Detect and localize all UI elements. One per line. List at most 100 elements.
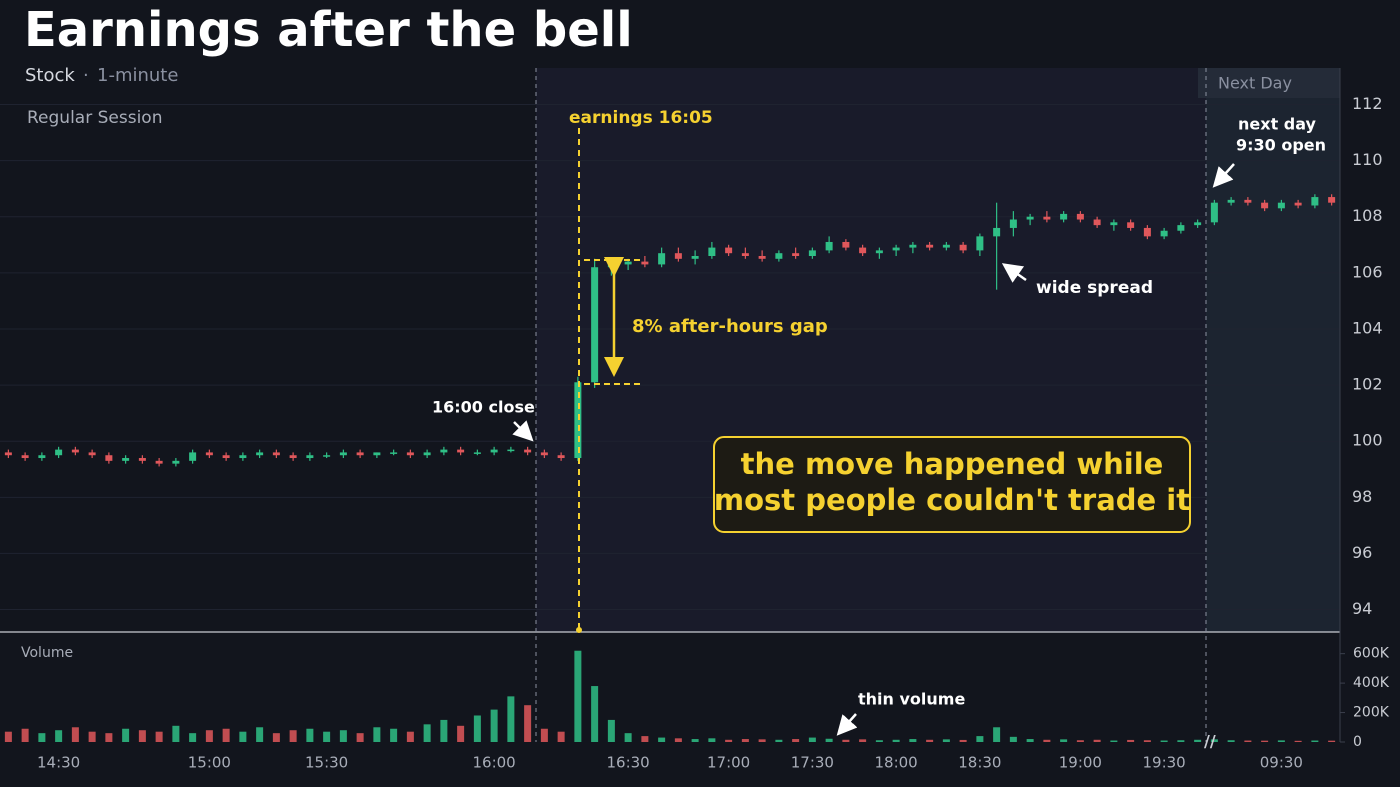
y-tick-label: 110 — [1352, 150, 1383, 169]
volume-bar — [1210, 739, 1218, 742]
volume-bar — [1076, 740, 1084, 742]
candle-body — [942, 244, 950, 248]
candle-body — [55, 449, 63, 456]
volume-bar — [339, 730, 347, 742]
x-tick-label: 19:00 — [1059, 754, 1102, 772]
y-tick-label: 112 — [1352, 94, 1383, 113]
candle-body — [21, 455, 29, 459]
volume-bar — [71, 727, 79, 742]
candle-body — [1093, 219, 1101, 226]
candle-body — [1328, 197, 1336, 203]
x-tick-label: 14:30 — [37, 754, 80, 772]
volume-bar — [4, 731, 12, 742]
candle-body — [222, 455, 230, 459]
region-label: Regular Session — [27, 108, 162, 128]
volume-bar — [959, 739, 967, 742]
candle-body — [71, 449, 79, 453]
x-tick-label: 16:30 — [607, 754, 650, 772]
candle-body — [859, 247, 867, 254]
volume-bar — [591, 686, 599, 742]
candle-body — [440, 449, 448, 453]
volume-bar — [473, 715, 481, 742]
candle-body — [1177, 225, 1185, 231]
annotation: next day — [1238, 115, 1317, 134]
volume-bar — [172, 725, 180, 742]
next-day-region — [1206, 68, 1340, 632]
annotation: 16:00 close — [432, 398, 535, 417]
annotation: earnings 16:05 — [569, 108, 713, 128]
candle-body — [708, 247, 716, 256]
candle-body — [1127, 222, 1135, 228]
x-tick-label: 19:30 — [1143, 754, 1186, 772]
volume-bar — [691, 739, 699, 742]
volume-bar — [875, 740, 883, 742]
candle-body — [574, 382, 582, 459]
candle-body — [38, 455, 46, 459]
candle-body — [591, 267, 599, 383]
volume-bar — [1160, 740, 1168, 742]
volume-bar — [390, 728, 398, 742]
x-tick-label: 15:00 — [188, 754, 231, 772]
volume-bar — [976, 736, 984, 742]
volume-bar — [323, 731, 331, 742]
volume-bar — [1328, 740, 1336, 742]
volume-bar — [557, 731, 565, 742]
candle-body — [105, 455, 113, 461]
region-label: Next Day — [1218, 74, 1292, 93]
candle-body — [289, 455, 297, 459]
volume-bar — [926, 739, 934, 742]
candle-body — [658, 253, 666, 265]
next-day-header — [1198, 68, 1340, 98]
y-tick-label: 102 — [1352, 375, 1383, 394]
volume-bar — [356, 733, 364, 742]
candle-body — [423, 452, 431, 456]
volume-bar — [524, 705, 532, 742]
volume-bar — [38, 733, 46, 742]
candle-body — [641, 261, 649, 265]
volume-bar — [423, 724, 431, 742]
candle-body — [1227, 199, 1235, 203]
candle-body — [1244, 199, 1252, 203]
candle-body — [1261, 202, 1269, 209]
volume-bar — [708, 738, 716, 742]
candle-body — [926, 244, 934, 248]
marks — [4, 194, 1336, 742]
volume-bar — [1177, 740, 1185, 742]
annotation: 9:30 open — [1236, 136, 1326, 155]
volume-bar — [909, 739, 917, 742]
volume-bar — [88, 731, 96, 742]
callout-text: the move happened while — [741, 447, 1164, 481]
volume-bar — [1294, 740, 1302, 742]
y2-tick-label: 600K — [1353, 646, 1390, 662]
volume-bar — [306, 728, 314, 742]
candle-body — [1294, 202, 1302, 206]
volume-bar — [775, 739, 783, 742]
volume-bar — [1127, 739, 1135, 742]
volume-bar — [658, 737, 666, 742]
candle-body — [758, 256, 766, 259]
candle-body — [205, 452, 213, 456]
volume-bar — [289, 730, 297, 742]
x-tick-label: 17:00 — [707, 754, 750, 772]
candle-body — [1311, 197, 1319, 206]
volume-bar — [222, 728, 230, 742]
candle-body — [624, 261, 632, 265]
volume-bar — [574, 650, 582, 742]
volume-bar — [138, 730, 146, 742]
volume-bar — [741, 739, 749, 742]
candle-body — [524, 449, 532, 453]
candle-body — [1143, 227, 1151, 237]
candle-body — [1194, 222, 1202, 226]
candle-body — [239, 455, 247, 459]
x-tick-label: 16:00 — [473, 754, 516, 772]
volume-bar — [624, 733, 632, 742]
volume-bar — [256, 727, 264, 742]
candle-body — [909, 244, 917, 248]
candle-body — [1110, 222, 1118, 226]
volume-bar — [1060, 739, 1068, 742]
y-tick-label: 108 — [1352, 206, 1383, 225]
candle-body — [339, 452, 347, 456]
subtitle: Stock — [25, 65, 75, 86]
